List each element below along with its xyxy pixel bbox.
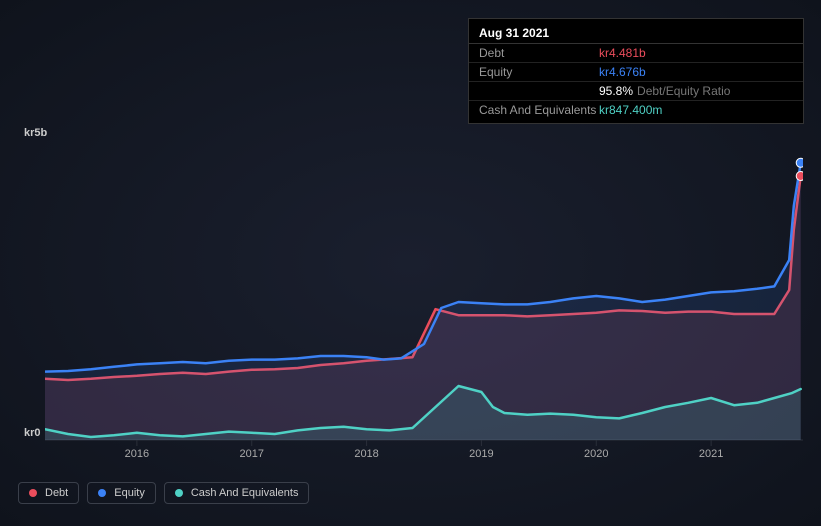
y-axis-label: kr5b <box>24 127 47 139</box>
legend-dot-icon <box>175 489 183 497</box>
tooltip-row-value: kr4.676b <box>599 65 646 79</box>
tooltip-row-label: Debt <box>479 46 599 60</box>
y-axis-label: kr0 <box>24 427 41 439</box>
x-axis-label: 2018 <box>354 448 378 460</box>
legend-label: Debt <box>45 487 68 499</box>
x-axis-label: 2020 <box>584 448 608 460</box>
tooltip-date: Aug 31 2021 <box>469 23 803 44</box>
tooltip-row-label <box>479 84 599 98</box>
legend-item-cash-and-equivalents[interactable]: Cash And Equivalents <box>164 482 310 504</box>
legend-item-debt[interactable]: Debt <box>18 482 79 504</box>
chart-tooltip: Aug 31 2021 Debtkr4.481bEquitykr4.676b95… <box>468 18 804 124</box>
legend-label: Cash And Equivalents <box>191 487 299 499</box>
tooltip-row-value: kr4.481b <box>599 46 646 60</box>
tooltip-row-sublabel: Debt/Equity Ratio <box>637 84 730 98</box>
legend-dot-icon <box>29 489 37 497</box>
legend-item-equity[interactable]: Equity <box>87 482 156 504</box>
x-axis-label: 2017 <box>239 448 263 460</box>
end-marker <box>796 158 803 167</box>
x-axis-label: 2021 <box>699 448 723 460</box>
debt-equity-chart: Aug 31 2021 Debtkr4.481bEquitykr4.676b95… <box>0 0 821 526</box>
tooltip-row: Cash And Equivalentskr847.400m <box>469 101 803 119</box>
tooltip-row: Equitykr4.676b <box>469 63 803 82</box>
legend-dot-icon <box>98 489 106 497</box>
x-axis-label: 2016 <box>125 448 149 460</box>
tooltip-row-value: kr847.400m <box>599 103 662 117</box>
tooltip-row-label: Cash And Equivalents <box>479 103 599 117</box>
end-marker <box>796 172 803 181</box>
tooltip-row-label: Equity <box>479 65 599 79</box>
tooltip-row: Debtkr4.481b <box>469 44 803 63</box>
legend-label: Equity <box>114 487 145 499</box>
series-area-equity <box>45 163 801 440</box>
plot-area[interactable] <box>45 140 803 452</box>
tooltip-row-value: 95.8%Debt/Equity Ratio <box>599 84 730 98</box>
tooltip-row: 95.8%Debt/Equity Ratio <box>469 82 803 101</box>
x-axis-label: 2019 <box>469 448 493 460</box>
legend: Debt Equity Cash And Equivalents <box>18 482 309 504</box>
